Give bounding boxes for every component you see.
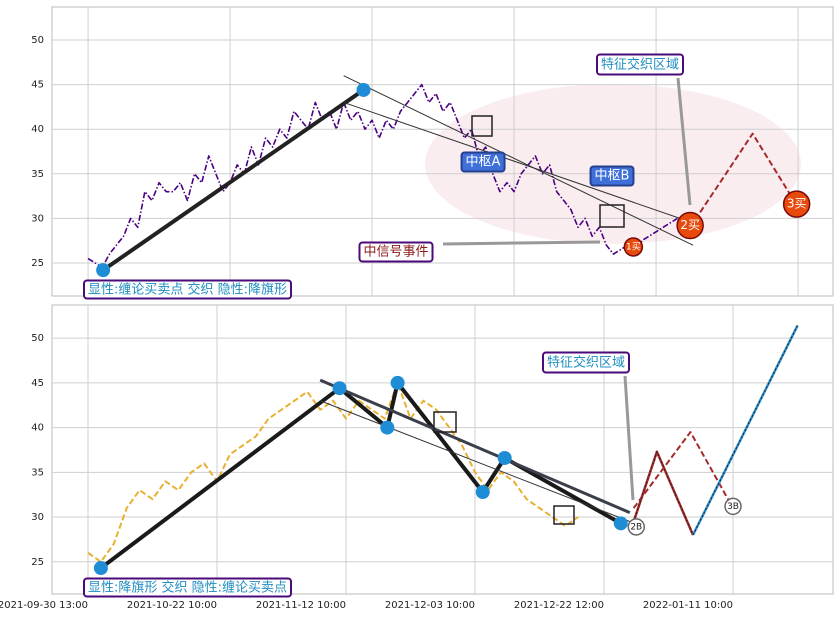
annotation-box [541,351,631,374]
annotation: 中枢B [595,169,630,184]
plot-frame [51,304,834,595]
annotation-box [460,151,506,173]
signal-point [676,211,704,240]
plot-frame [51,6,834,297]
x-tick-label: 2021-10-22 10:00 [127,600,217,611]
signal-label: 2B [630,522,642,532]
annotation-box [358,241,434,263]
annotation: 特征交织区域 [601,57,679,73]
pivot-zone-box [433,411,457,433]
line-series [320,400,630,522]
signal-point [623,237,644,257]
x-tick-label: 2021-12-03 10:00 [385,600,475,611]
y-tick-label: 35 [31,467,44,478]
y-tick-label: 35 [31,169,44,180]
line-series [689,132,798,228]
y-tick-label: 30 [31,512,44,523]
pivot-point [475,485,490,499]
y-tick-label: 50 [31,35,44,46]
line-series [87,381,579,563]
line-series [343,101,694,224]
pivot-point [380,420,395,435]
pivot-point [356,82,371,97]
y-tick-label: 45 [31,80,44,91]
caption-box [83,577,293,598]
x-tick-label: 2022-01-11 10:00 [643,600,733,611]
annotation: 中枢A [466,155,501,170]
pivot-zone-box [553,505,575,525]
pivot-zone-box [471,115,493,137]
y-tick-label: 45 [31,378,44,389]
line-series [319,378,631,514]
x-tick-label: 2021-09-30 13:00 [0,600,88,611]
y-tick-label: 25 [31,557,44,568]
pivot-point [332,381,347,396]
line-series [101,88,365,272]
y-tick-label: 30 [31,213,44,224]
pivot-point [497,451,512,465]
y-tick-label: 25 [31,258,44,269]
pointer-arrow [623,375,635,501]
caption: 显性:降旗形 交织 隐性:缠论买卖点 [88,580,287,596]
caption: 显性:缠论买卖点 交织 隐性:降旗形 [88,282,287,298]
pivot-point [93,561,108,576]
caption-box [83,279,293,300]
signal-label: 2买 [680,218,700,232]
y-tick-label: 50 [31,333,44,344]
signal-label: 1买 [626,241,641,252]
x-tick-label: 2021-11-12 10:00 [256,600,346,611]
pointer-arrow [442,240,601,246]
y-tick-label: 40 [31,124,44,135]
pivot-point [613,516,628,531]
signal-point [782,190,811,218]
annotation: 中信号事件 [363,245,428,260]
line-series-core [692,325,798,536]
signal-label: 3B [727,502,739,512]
x-tick-label: 2021-12-22 12:00 [514,600,604,611]
pivot-zone-box [599,204,625,228]
annotation-box [595,53,685,76]
line-series [343,75,694,246]
pivot-point [96,263,111,278]
line-series-core [633,450,694,536]
annotation-box [589,165,635,187]
pointer-arrow [676,77,692,206]
signal-point [627,518,646,536]
line-series [87,83,678,269]
signal-label: 3买 [787,197,807,211]
annotation: 特征交织区域 [547,355,625,371]
zone-ellipse [425,84,801,244]
y-tick-label: 40 [31,423,44,434]
signal-point [724,497,742,516]
pivot-point [390,375,405,390]
